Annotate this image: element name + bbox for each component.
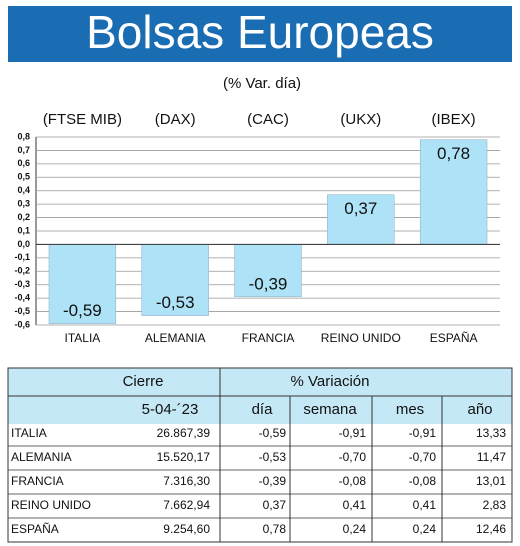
x-tick-label: ITALIA [65,331,101,345]
bar [327,194,395,245]
table-cell: -0,53 [259,450,287,464]
bar [234,244,302,298]
table-cell: 12,46 [476,522,506,536]
table-cell: -0,91 [339,426,367,440]
table-cell: 13,33 [476,426,506,440]
y-tick-label: 0,0 [17,239,30,249]
table-header: Cierre [123,373,164,390]
value-label: -0,53 [156,293,195,312]
bar [48,244,117,324]
table-border [7,367,513,543]
y-tick-label: -0,4 [14,293,30,303]
index-label: (DAX) [155,111,196,128]
value-label: -0,39 [249,274,288,293]
table-cell: -0,91 [409,426,437,440]
table-cell: -0,39 [259,474,287,488]
title-banner [8,6,512,62]
table-cell: 0,41 [413,498,437,512]
table-header: % Variación [291,373,370,390]
y-tick-label: -0,3 [14,279,30,289]
table-cell: 0,24 [413,522,437,536]
index-label: (CAC) [247,111,289,128]
table-cell: 26.867,39 [157,426,211,440]
y-tick-label: -0,1 [14,252,30,262]
table-subheader: semana [303,401,357,418]
row-label: REINO UNIDO [11,498,91,512]
table-cell: 0,78 [263,522,287,536]
y-tick-label: 0,7 [17,145,30,155]
table-cell: 15.520,17 [157,450,211,464]
y-tick-label: 0,8 [17,131,30,141]
chart-title: Bolsas Europeas [86,6,434,58]
table-subheader: día [252,401,274,418]
table-cell: -0,70 [339,450,367,464]
table-cell: -0,59 [259,426,287,440]
table-cell: 2,83 [483,498,507,512]
table-cell: 7.662,94 [163,498,210,512]
value-label: 0,37 [344,199,377,218]
y-tick-label: 0,4 [17,185,30,195]
x-tick-label: ALEMANIA [145,331,206,345]
x-tick-label: ESPAÑA [430,331,478,345]
table-subheader: 5-04-´23 [142,401,199,418]
row-label: ALEMANIA [11,450,72,464]
table-cell: 9.254,60 [163,522,210,536]
y-tick-label: 0,1 [17,225,30,235]
table-cell: 7.316,30 [163,474,210,488]
bar [141,244,209,316]
y-tick-label: -0,2 [14,266,30,276]
index-label: (FTSE MIB) [43,111,122,128]
value-label: -0,59 [63,301,102,320]
bar [419,139,488,245]
y-tick-label: -0,5 [14,306,30,316]
row-label: ITALIA [11,426,47,440]
table-cell: -0,08 [409,474,437,488]
table-cell: 0,41 [343,498,367,512]
y-tick-label: 0,5 [17,172,30,182]
table-cell: 0,24 [343,522,367,536]
value-label: 0,78 [437,144,470,163]
table-cell: 13,01 [476,474,506,488]
table-cell: -0,70 [409,450,437,464]
y-tick-label: -0,6 [14,319,30,329]
y-tick-label: 0,2 [17,212,30,222]
chart-subtitle: (% Var. día) [223,75,301,92]
y-tick-label: 0,3 [17,199,30,209]
row-label: FRANCIA [11,474,64,488]
table-cell: -0,08 [339,474,367,488]
x-tick-label: REINO UNIDO [321,331,401,345]
index-label: (IBEX) [432,111,476,128]
y-tick-label: 0,6 [17,158,30,168]
table-subheader: año [467,401,492,418]
table-subheader: mes [396,401,424,418]
x-tick-label: FRANCIA [242,331,295,345]
table-cell: 11,47 [477,450,506,464]
table-cell: 0,37 [263,498,287,512]
row-label: ESPAÑA [11,522,59,536]
index-label: (UKX) [340,111,381,128]
